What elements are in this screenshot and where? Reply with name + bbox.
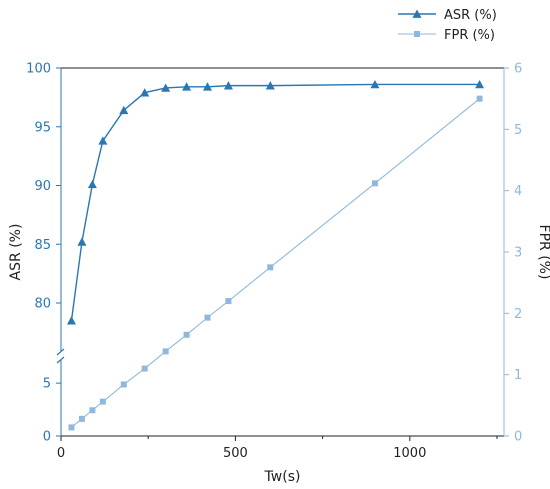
data-point xyxy=(476,95,483,102)
data-point xyxy=(267,264,274,271)
legend: ASR (%) FPR (%) xyxy=(398,8,497,43)
series-line xyxy=(70,83,480,321)
data-point xyxy=(78,415,85,422)
legend-marker xyxy=(414,31,420,37)
series-line xyxy=(71,98,480,428)
data-point xyxy=(161,83,171,92)
data-point xyxy=(162,348,169,355)
y-left-tick-label: 90 xyxy=(34,179,51,194)
data-point xyxy=(89,407,96,414)
series-layer xyxy=(66,79,485,431)
y-left-tick-label: 85 xyxy=(34,238,51,253)
data-point xyxy=(370,79,380,89)
data-point xyxy=(99,398,106,405)
x-tick-label: 500 xyxy=(223,446,248,461)
data-point xyxy=(77,237,87,246)
data-point xyxy=(120,381,127,388)
data-point xyxy=(68,424,75,431)
data-point xyxy=(140,88,150,97)
y-right-tick-label: 2 xyxy=(514,307,522,322)
y-left-tick-label: 0 xyxy=(43,430,51,445)
plot-frame xyxy=(56,67,505,437)
data-point xyxy=(204,314,211,321)
x-tick-label: 1000 xyxy=(393,446,426,461)
data-point xyxy=(475,79,485,89)
series-asr xyxy=(66,79,485,325)
data-point xyxy=(66,316,76,325)
data-point xyxy=(98,136,108,145)
y-right-axis-label: FPR (%) xyxy=(536,225,550,280)
axis-break-mark xyxy=(56,348,65,356)
legend-label: ASR (%) xyxy=(444,8,497,23)
data-point xyxy=(223,81,233,90)
y-right-tick-label: 5 xyxy=(514,123,522,138)
legend-item: ASR (%) xyxy=(398,8,497,23)
data-point xyxy=(182,82,192,91)
data-point xyxy=(265,81,275,90)
data-point xyxy=(119,105,129,115)
data-point xyxy=(183,331,190,338)
y-left-tick-label: 100 xyxy=(26,62,51,77)
y-right-tick-label: 4 xyxy=(514,184,522,199)
series-fpr xyxy=(68,95,483,431)
y-right-tick-label: 3 xyxy=(514,246,522,261)
data-point xyxy=(141,365,148,372)
data-point xyxy=(225,298,232,305)
y-right-tick-label: 6 xyxy=(514,62,522,77)
x-tick-label: 0 xyxy=(57,446,65,461)
legend-marker xyxy=(412,9,422,18)
y-right-tick-label: 0 xyxy=(514,430,522,445)
data-point xyxy=(371,180,378,187)
axis-break-mark xyxy=(56,356,65,364)
legend-label: FPR (%) xyxy=(444,28,495,43)
y-left-axis-label: ASR (%) xyxy=(8,224,24,281)
legend-item: FPR (%) xyxy=(398,28,495,43)
data-point xyxy=(203,82,213,91)
data-point xyxy=(87,179,97,189)
y-right-tick-label: 1 xyxy=(514,368,522,383)
y-left-tick-label: 5 xyxy=(43,377,51,392)
y-left-tick-label: 95 xyxy=(34,120,51,135)
y-left-tick-label: 80 xyxy=(34,297,51,312)
x-axis-label: Tw(s) xyxy=(264,469,301,485)
